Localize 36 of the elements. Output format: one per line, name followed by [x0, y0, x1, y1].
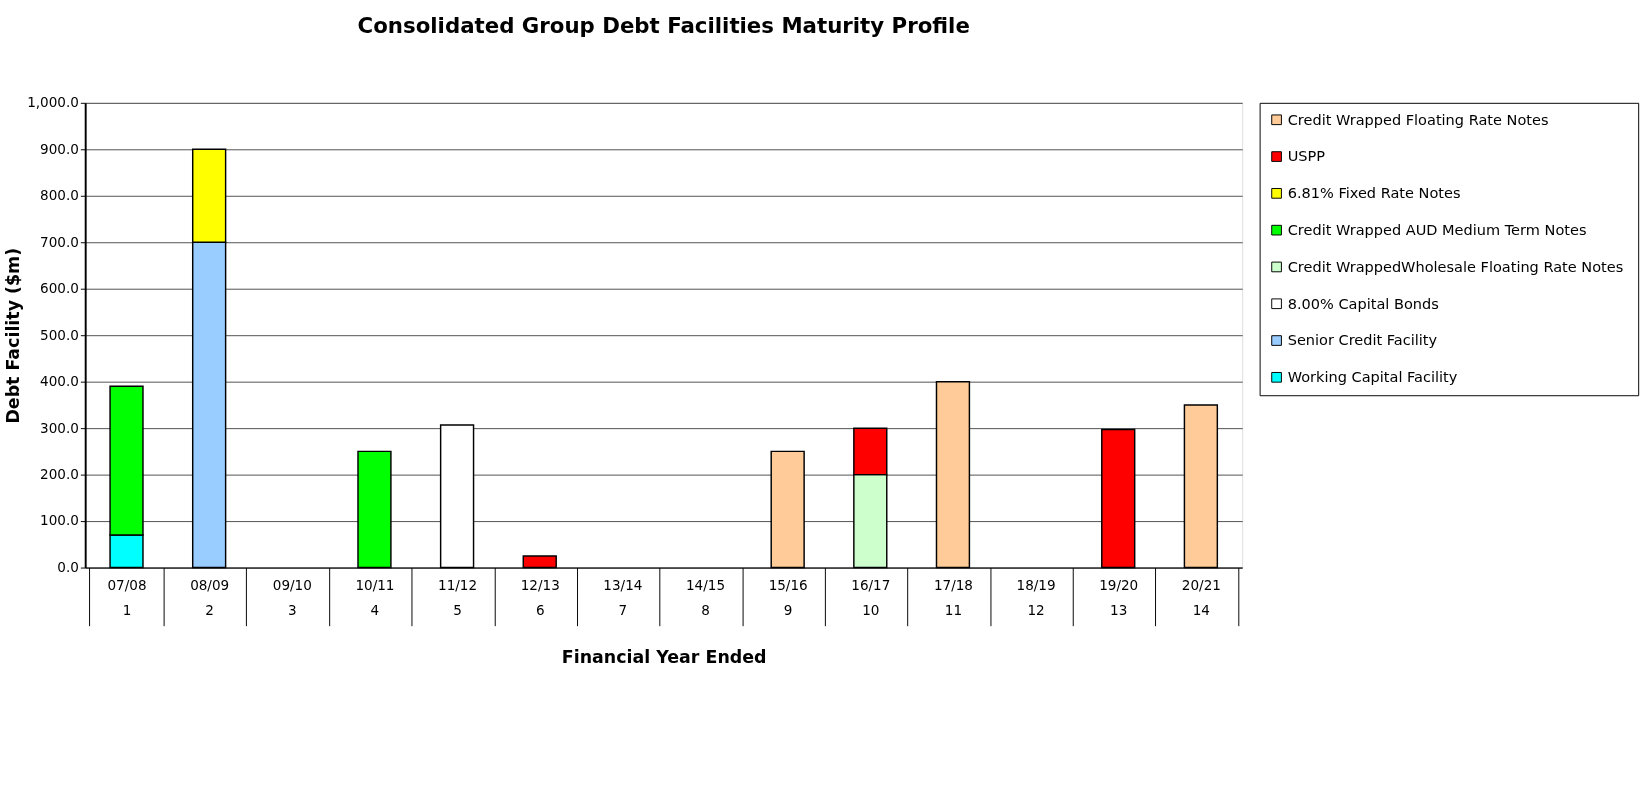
x-tick-label: 12/13 6 — [520, 577, 560, 619]
legend-label: USPP — [1287, 148, 1326, 165]
legend-label: Credit WrappedWholesale Floating Rate Notes — [1287, 258, 1624, 275]
x-tick-label: 07/08 1 — [107, 577, 147, 619]
y-tick-label: 100.0 — [40, 512, 79, 529]
x-tick-label: 11/12 5 — [438, 577, 478, 619]
y-tick-label: 500.0 — [40, 326, 79, 343]
y-tick-label: 600.0 — [40, 280, 79, 297]
y-tick-label: 400.0 — [40, 373, 79, 390]
legend-label: 6.81% Fixed Rate Notes — [1287, 185, 1461, 202]
x-tick-label: 09/10 3 — [272, 577, 312, 619]
legend-label: Credit Wrapped Floating Rate Notes — [1287, 111, 1549, 128]
y-tick-label: 900.0 — [40, 140, 79, 157]
x-tick-label: 19/20 13 — [1099, 577, 1139, 619]
x-tick-label: 08/09 2 — [190, 577, 230, 619]
legend-label: Working Capital Facility — [1287, 369, 1458, 386]
x-tick-label: 13/14 7 — [603, 577, 643, 619]
y-tick-label: 0.0 — [57, 558, 79, 575]
x-tick-label: 14/15 8 — [685, 577, 726, 619]
y-tick-label: 700.0 — [40, 233, 79, 250]
x-tick-label: 17/18 11 — [933, 577, 973, 619]
x-tick-label: 10/11 4 — [355, 577, 395, 619]
x-tick-label: 18/19 12 — [1016, 577, 1056, 619]
legend-label: 8.00% Capital Bonds — [1287, 295, 1439, 312]
chart-title: Consolidated Group Debt Facilities Maturity Profile — [357, 13, 970, 39]
x-axis-title: Financial Year Ended — [561, 647, 767, 668]
y-tick-label: 800.0 — [40, 187, 79, 204]
y-axis-title: Debt Facility ($m) — [3, 247, 24, 424]
x-tick-label: 20/21 14 — [1181, 577, 1221, 619]
y-tick-label: 300.0 — [40, 419, 79, 436]
y-tick-label: 200.0 — [40, 465, 79, 482]
legend-label: Senior Credit Facility — [1287, 332, 1438, 349]
y-tick-label: 1,000.0 — [27, 94, 79, 111]
legend-label: Credit Wrapped AUD Medium Term Notes — [1287, 222, 1587, 238]
x-tick-label: 16/17 10 — [851, 577, 891, 619]
x-tick-label: 15/16 9 — [768, 577, 808, 619]
